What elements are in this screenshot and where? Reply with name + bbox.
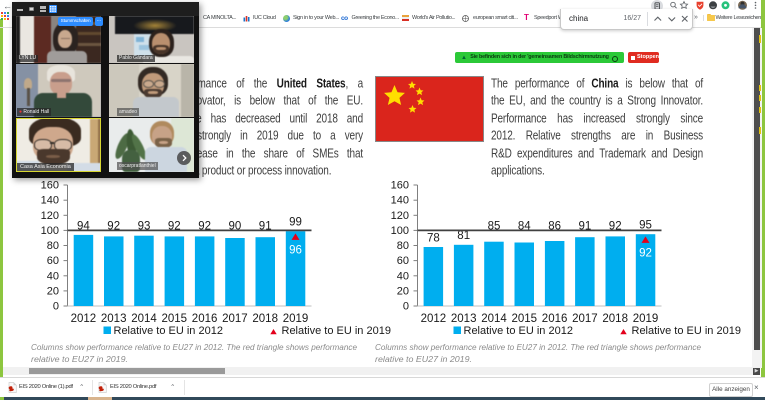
- svg-text:2017: 2017: [222, 313, 248, 325]
- svg-text:Columns show performance relat: Columns show performance relative to EU2…: [31, 342, 357, 352]
- svg-text:Relative to EU in 2019: Relative to EU in 2019: [282, 325, 391, 337]
- svg-text:91: 91: [259, 220, 272, 232]
- svg-text:Relative to EU in 2012: Relative to EU in 2012: [464, 325, 573, 337]
- svg-text:2012: 2012: [71, 313, 97, 325]
- svg-text:2014: 2014: [131, 313, 157, 325]
- svg-text:93: 93: [138, 220, 151, 232]
- svg-text:2018: 2018: [252, 313, 278, 325]
- svg-text:100: 100: [391, 225, 409, 237]
- svg-text:relative to EU27 in 2019.: relative to EU27 in 2019.: [375, 354, 472, 364]
- svg-text:80: 80: [397, 240, 409, 252]
- svg-text:2013: 2013: [451, 313, 477, 325]
- svg-text:2013: 2013: [101, 313, 127, 325]
- svg-text:92: 92: [639, 247, 652, 259]
- svg-text:140: 140: [41, 195, 59, 207]
- svg-text:140: 140: [391, 195, 409, 207]
- svg-text:20: 20: [397, 285, 409, 297]
- svg-text:2019: 2019: [633, 313, 659, 325]
- svg-text:160: 160: [41, 180, 59, 192]
- svg-text:60: 60: [47, 255, 59, 267]
- svg-text:90: 90: [229, 220, 242, 232]
- svg-text:84: 84: [518, 220, 531, 232]
- svg-text:40: 40: [397, 270, 409, 282]
- svg-text:100: 100: [41, 225, 59, 237]
- svg-text:0: 0: [403, 301, 409, 313]
- svg-text:2017: 2017: [572, 313, 598, 325]
- svg-text:40: 40: [47, 270, 59, 282]
- svg-text:85: 85: [488, 220, 501, 232]
- svg-text:91: 91: [579, 220, 592, 232]
- svg-text:60: 60: [397, 255, 409, 267]
- svg-text:160: 160: [391, 180, 409, 192]
- svg-text:92: 92: [107, 220, 120, 232]
- svg-text:92: 92: [609, 220, 622, 232]
- svg-text:2015: 2015: [512, 313, 538, 325]
- svg-text:92: 92: [168, 220, 181, 232]
- svg-text:120: 120: [391, 210, 409, 222]
- svg-text:81: 81: [457, 230, 470, 242]
- svg-text:2016: 2016: [542, 313, 568, 325]
- svg-text:0: 0: [53, 301, 59, 313]
- svg-text:relative to EU27 in 2019.: relative to EU27 in 2019.: [31, 354, 128, 364]
- svg-text:2012: 2012: [421, 313, 447, 325]
- svg-text:Relative to EU in 2019: Relative to EU in 2019: [632, 325, 741, 337]
- svg-text:94: 94: [77, 220, 90, 232]
- svg-text:92: 92: [198, 220, 211, 232]
- svg-text:2014: 2014: [481, 313, 507, 325]
- svg-text:2019: 2019: [283, 313, 309, 325]
- svg-text:Columns show performance relat: Columns show performance relative to EU2…: [375, 342, 701, 352]
- svg-text:96: 96: [289, 244, 302, 256]
- svg-text:86: 86: [548, 220, 561, 232]
- svg-text:Relative to EU in 2012: Relative to EU in 2012: [114, 325, 223, 337]
- svg-text:99: 99: [289, 217, 302, 229]
- svg-text:120: 120: [41, 210, 59, 222]
- svg-text:20: 20: [47, 285, 59, 297]
- svg-text:2018: 2018: [602, 313, 628, 325]
- svg-text:2016: 2016: [192, 313, 218, 325]
- svg-text:95: 95: [639, 220, 652, 232]
- svg-text:80: 80: [47, 240, 59, 252]
- svg-text:78: 78: [427, 233, 440, 245]
- svg-text:2015: 2015: [162, 313, 188, 325]
